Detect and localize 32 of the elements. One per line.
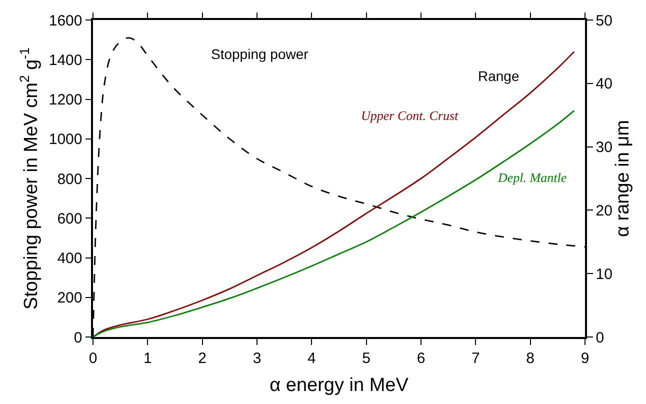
x-tick-label: 2 [198,350,206,367]
y2-tick-label: 40 [596,76,612,93]
x-tick-label: 3 [252,350,262,367]
annotation: Range [478,68,520,84]
x-tick-label: 5 [362,350,370,367]
y-tick-label: 1600 [48,12,82,30]
y-tick-label: 400 [57,250,82,267]
x-axis-title: α energy in MeV [270,375,409,396]
y-tick-label: 200 [57,290,82,307]
y2-axis-title: α range in μm [612,120,634,237]
line-series [93,110,575,337]
x-tick-label: 7 [472,350,480,367]
y2-tick-label: 0 [596,329,604,346]
y2-tick-label: 30 [596,139,612,156]
annotation: Stopping power [211,46,309,62]
series-label: Upper Cont. Crust [361,108,459,123]
x-tick-label: 6 [416,350,426,367]
x-tick-label: 4 [308,350,316,367]
y2-tick-label: 50 [596,12,612,30]
y2-tick-label: 20 [596,202,612,220]
x-tick-label: 8 [526,350,534,367]
y-tick-label: 600 [57,210,82,228]
y-tick-label: 1200 [48,92,82,108]
y-tick-label: 1000 [48,131,82,148]
x-tick-label: 9 [580,350,590,367]
y-tick-label: 800 [57,170,82,188]
x-tick-label: 1 [144,350,152,367]
y2-tick-label: 10 [596,266,612,283]
y-tick-label: 0 [74,329,82,346]
series-label: Depl. Mantle [497,170,567,185]
x-tick-label: 0 [88,350,98,367]
y-tick-label: 1400 [48,52,82,69]
